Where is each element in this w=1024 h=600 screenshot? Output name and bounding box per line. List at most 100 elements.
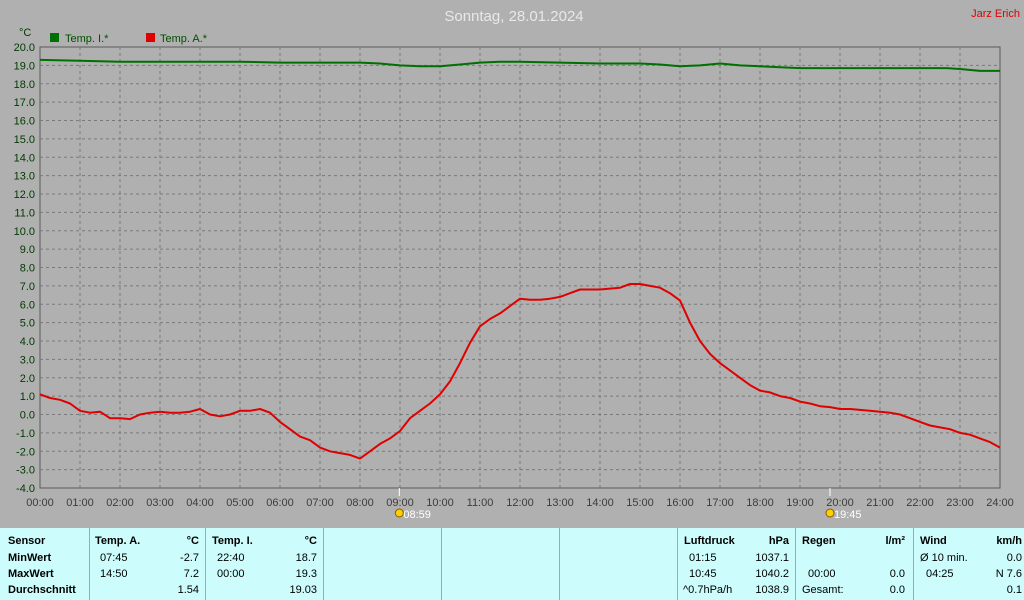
x-tick-label: 22:00	[906, 497, 934, 509]
y-tick-label: 0.0	[20, 410, 35, 422]
y-tick-label: -2.0	[16, 446, 35, 458]
pressure-min-time: 01:15	[689, 552, 717, 564]
row-label-min: MinWert	[8, 552, 52, 564]
temp-i-unit: °C	[304, 535, 317, 547]
grid	[40, 47, 1000, 496]
sensor-header: Sensor	[8, 535, 46, 547]
pressure-min: 1037.1	[755, 552, 789, 564]
stats-col-empty-1	[324, 528, 442, 600]
stats-col-wind: Wind km/h Ø 10 min. 0.0 04:25 N 7.6 0.1	[914, 528, 1024, 600]
rain-total-label: Gesamt:	[802, 584, 844, 596]
y-tick-label: -3.0	[16, 465, 35, 477]
x-tick-label: 20:00	[826, 497, 854, 509]
y-tick-label: 4.0	[20, 336, 35, 348]
temp-i-min: 18.7	[295, 552, 317, 564]
chart-title: Sonntag, 28.01.2024	[444, 8, 583, 25]
x-tick-label: 18:00	[746, 497, 774, 509]
x-tick-label: 08:00	[346, 497, 374, 509]
temp-a-max: 7.2	[183, 568, 199, 580]
row-label-avg: Durchschnitt	[8, 584, 76, 596]
x-tick-label: 15:00	[626, 497, 654, 509]
x-tick-label: 17:00	[706, 497, 734, 509]
wind-mean: 0.1	[1006, 584, 1022, 596]
rain-unit: l/m²	[885, 535, 905, 547]
series-lines	[39, 58, 1001, 460]
legend-label-temp-i: Temp. I.*	[65, 33, 109, 45]
y-tick-label: 19.0	[14, 60, 35, 72]
y-tick-label: 8.0	[20, 263, 35, 275]
temp-i-max: 19.3	[295, 568, 317, 580]
x-axis-ticks: 00:00 01:00 02:00 03:00 04:00 05:00 06:00 07:00…	[26, 497, 1014, 509]
y-tick-label: 14.0	[14, 152, 35, 164]
stats-col-temp-i: Temp. I. °C 22:40 18.7 00:00 19.3 19.03	[206, 528, 324, 600]
pressure-trend: ^0.7hPa/h	[683, 584, 733, 596]
stats-col-pressure: Luftdruck hPa 01:15 1037.1 10:45 1040.2 …	[678, 528, 796, 600]
y-axis-ticks: 20.0 19.0 18.0 17.0 16.0 15.0 14.0 13.0 12.0 11.0…	[14, 42, 35, 495]
y-tick-label: 15.0	[14, 134, 35, 146]
x-tick-label: 24:00	[986, 497, 1014, 509]
pressure-header: Luftdruck	[684, 535, 735, 547]
temp-a-min: -2.7	[180, 552, 199, 564]
temp-a-unit: °C	[186, 535, 199, 547]
rain-value: 0.0	[889, 568, 905, 580]
temp-a-max-time: 14:50	[100, 568, 128, 580]
x-tick-label: 01:00	[66, 497, 94, 509]
x-tick-label: 14:00	[586, 497, 614, 509]
y-tick-label: 11.0	[14, 207, 35, 219]
wind-max-time: 04:25	[926, 568, 954, 580]
legend-label-temp-a: Temp. A.*	[160, 33, 208, 45]
x-tick-label: 04:00	[186, 497, 214, 509]
x-tick-label: 02:00	[106, 497, 134, 509]
y-tick-label: 3.0	[20, 354, 35, 366]
y-tick-label: 16.0	[14, 116, 35, 128]
pressure-max-time: 10:45	[689, 568, 717, 580]
x-tick-label: 00:00	[26, 497, 54, 509]
temp-a-min-time: 07:45	[100, 552, 128, 564]
temperature-chart: Sonntag, 28.01.2024 Jarz Erich °C Temp. …	[14, 8, 1020, 521]
legend: Temp. I.* Temp. A.*	[50, 33, 208, 45]
x-tick-label: 13:00	[546, 497, 574, 509]
temp-a-header: Temp. A.	[95, 535, 141, 547]
y-axis-unit: °C	[19, 27, 31, 39]
sunrise-time: 08:59	[403, 509, 431, 521]
y-tick-label: 9.0	[20, 244, 35, 256]
sunset-marker: 19:45	[825, 508, 862, 521]
legend-swatch-temp-i	[50, 33, 59, 42]
y-tick-label: 7.0	[20, 281, 35, 293]
temp-i-avg: 19.03	[289, 584, 317, 596]
row-label-max: MaxWert	[8, 568, 54, 580]
stats-col-temp-a: Temp. A. °C 07:45 -2.7 14:50 7.2 1.54	[90, 528, 206, 600]
pressure-max: 1040.2	[755, 568, 789, 580]
wind-max: N 7.6	[995, 568, 1022, 580]
y-tick-label: 18.0	[14, 79, 35, 91]
series-line-temp-i	[39, 58, 1000, 72]
temp-a-avg: 1.54	[177, 584, 199, 596]
stats-col-empty-2	[442, 528, 560, 600]
wind-unit: km/h	[996, 535, 1022, 547]
temp-i-min-time: 22:40	[217, 552, 245, 564]
sunset-time: 19:45	[834, 509, 862, 521]
wind-header: Wind	[920, 535, 947, 547]
temp-i-header: Temp. I.	[212, 535, 253, 547]
x-tick-label: 05:00	[226, 497, 254, 509]
pressure-unit: hPa	[768, 535, 789, 547]
x-tick-label: 12:00	[506, 497, 534, 509]
sunset-icon	[825, 508, 835, 518]
x-tick-label: 06:00	[266, 497, 294, 509]
wind-avg: 0.0	[1006, 552, 1022, 564]
pressure-avg: 1038.9	[755, 584, 789, 596]
sunrise-icon	[394, 508, 404, 518]
x-tick-label: 07:00	[306, 497, 334, 509]
x-tick-label: 21:00	[866, 497, 894, 509]
legend-swatch-temp-a	[146, 33, 155, 42]
y-tick-label: 20.0	[14, 42, 35, 54]
y-tick-label: 2.0	[20, 373, 35, 385]
x-tick-label: 10:00	[426, 497, 454, 509]
y-tick-label: 17.0	[14, 97, 35, 109]
x-tick-label: 09:00	[386, 497, 414, 509]
y-tick-label: 12.0	[14, 189, 35, 201]
rain-total: 0.0	[889, 584, 905, 596]
statistics-panel: Sensor MinWert MaxWert Durchschnitt Temp…	[0, 528, 1024, 600]
stats-col-rain: Regen l/m² 00:00 0.0 Gesamt: 0.0	[796, 528, 914, 600]
x-tick-label: 19:00	[786, 497, 814, 509]
